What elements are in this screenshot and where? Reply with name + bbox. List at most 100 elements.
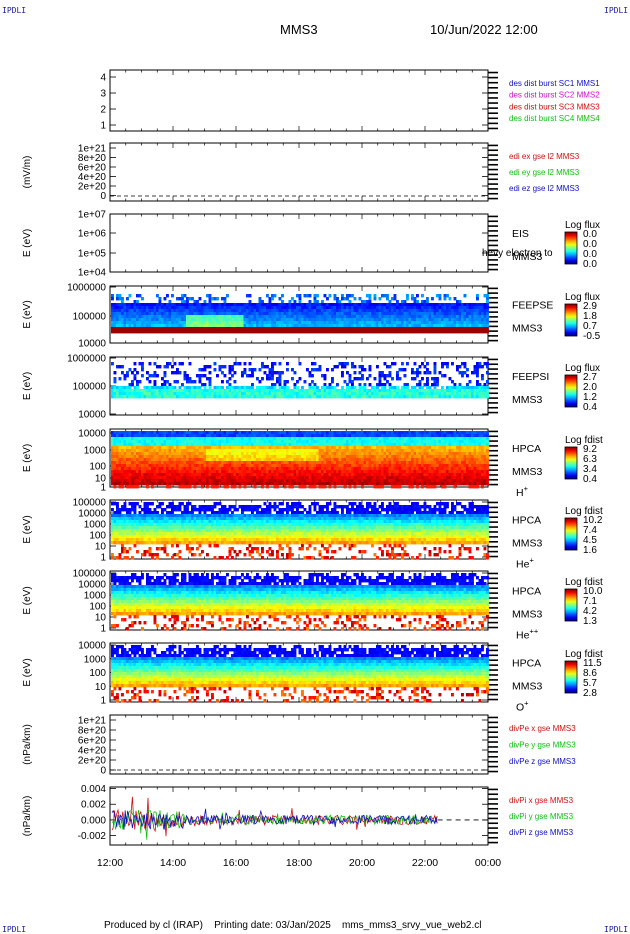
hpca-h-pixel — [311, 431, 314, 435]
feepse-pixel — [421, 303, 424, 307]
hpca-h-pixel — [296, 464, 299, 468]
feepse-pixel — [398, 309, 402, 313]
hpca-h-pixel — [116, 455, 119, 459]
feepse-pixel — [341, 309, 344, 313]
feepse-pixel — [196, 324, 199, 328]
hpca-h-pixel — [161, 473, 164, 477]
hpca-h-pixel — [333, 482, 337, 486]
hpca-h-pixel — [251, 479, 254, 483]
feepsi-pixel — [196, 392, 199, 396]
feepse-pixel — [473, 309, 477, 313]
hpca-h-pixel — [351, 434, 354, 438]
feepse-pixel — [166, 318, 169, 322]
hpca-h-pixel — [178, 485, 182, 489]
feepsi-pixel — [243, 395, 247, 399]
feepsi-pixel — [123, 377, 127, 381]
feepsi-pixel — [396, 386, 399, 390]
feepse-pixel — [271, 309, 274, 313]
eis-colorbar-label: 0.0 — [583, 229, 597, 240]
hpca-h-pixel — [291, 476, 294, 480]
feepse-pixel — [486, 300, 489, 304]
feepsi-pixel — [466, 389, 469, 393]
feepsi-pixel — [221, 386, 224, 390]
hpca-h-pixel — [248, 452, 252, 456]
feepsi-pixel — [428, 392, 432, 396]
feepsi-pixel — [426, 392, 429, 396]
hpca-h-pixel — [198, 458, 202, 462]
feepsi-pixel — [481, 374, 484, 378]
feepsi-pixel — [228, 371, 232, 375]
hpca-h-pixel — [203, 455, 207, 459]
feepse-pixel — [281, 294, 284, 298]
feepse-pixel — [471, 303, 474, 307]
feepsi-pixel — [133, 395, 137, 399]
feepse-pixel — [178, 309, 182, 313]
feepse-pixel — [326, 324, 329, 328]
feepse-pixel — [198, 315, 202, 319]
feepse-pixel — [343, 321, 347, 325]
feepse-pixel — [373, 327, 377, 331]
hpca-h-pixel — [188, 464, 192, 468]
hpca-h-pixel — [256, 470, 259, 474]
feepsi-pixel — [458, 371, 462, 375]
feepsi-pixel — [438, 392, 442, 396]
hpca-h-pixel — [241, 437, 244, 441]
feepse-pixel — [168, 300, 172, 304]
feepsi-pixel — [381, 392, 384, 396]
feepse-pixel — [448, 321, 452, 325]
feepsi-pixel — [233, 389, 237, 393]
feepse-pixel — [298, 294, 302, 298]
feepse-pixel — [463, 324, 467, 328]
hpca-h-pixel — [188, 431, 192, 435]
feepse-pixel — [158, 318, 162, 322]
feepsi-pixel — [408, 395, 412, 399]
feepse-pixel — [131, 309, 134, 313]
feepsi-pixel — [241, 386, 244, 390]
feepsi-pixel — [288, 392, 292, 396]
feepse-pixel — [328, 306, 332, 310]
hpca-h-pixel — [256, 434, 259, 438]
hpca-h-pixel — [241, 458, 244, 462]
feepse-pixel — [171, 303, 174, 307]
feepse-pixel — [468, 321, 472, 325]
feepsi-pixel — [313, 386, 317, 390]
hpca-h-pixel — [188, 443, 192, 447]
feepse-pixel — [156, 306, 159, 310]
feepse-pixel — [348, 306, 352, 310]
feepse-pixel — [156, 312, 159, 316]
feepse-pixel — [196, 306, 199, 310]
feepse-pixel — [433, 327, 437, 331]
hpca-h-pixel — [188, 467, 192, 471]
feepse-pixel — [213, 309, 217, 313]
feepsi-pixel — [381, 371, 384, 375]
hpca-h-pixel — [118, 485, 122, 489]
feepse-pixel — [328, 312, 332, 316]
feepse-pixel — [263, 309, 267, 313]
hpca-h-pixel — [283, 434, 287, 438]
hpca-h-pixel — [258, 434, 262, 438]
hpca-h-pixel — [158, 434, 162, 438]
feepsi-pixel — [243, 368, 247, 372]
feepsi-pixel — [401, 392, 404, 396]
feepse-pixel — [148, 312, 152, 316]
feepse-pixel — [413, 303, 417, 307]
feepse-pixel — [193, 312, 197, 316]
feepsi-pixel — [441, 389, 444, 393]
hpca-h-pixel — [241, 440, 244, 444]
hpca-h-pixel — [136, 467, 139, 471]
hpca-h-pixel — [361, 449, 364, 453]
hpca-h-pixel — [201, 434, 204, 438]
feepsi-pixel — [311, 374, 314, 378]
feepse-pixel — [358, 297, 362, 301]
feepse-pixel — [241, 318, 244, 322]
hpca-h-pixel — [263, 449, 267, 453]
feepse-pixel — [163, 306, 167, 310]
feepse-pixel — [268, 324, 272, 328]
feepse-pixel — [156, 330, 159, 334]
feepse-pixel — [276, 321, 279, 325]
feepse-pixel — [356, 309, 359, 313]
hpca-h-pixel — [228, 476, 232, 480]
feepse-pixel — [358, 324, 362, 328]
hpca-h-pixel — [348, 431, 352, 435]
feepse-pixel — [286, 330, 289, 334]
